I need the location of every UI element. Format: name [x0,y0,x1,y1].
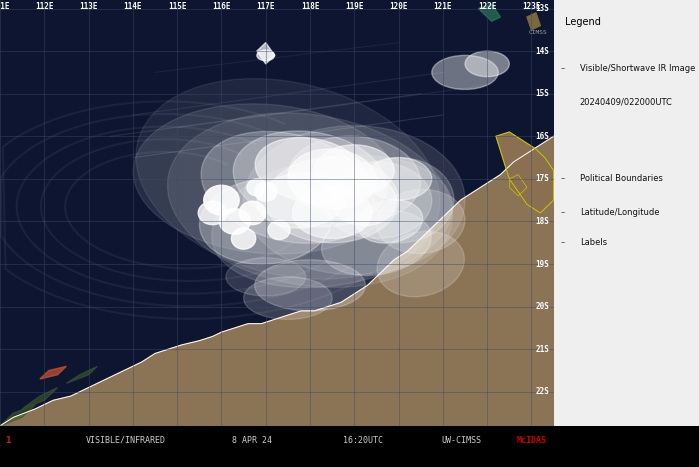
Text: 120E: 120E [389,2,408,11]
Ellipse shape [226,258,305,296]
Text: 21S: 21S [535,345,549,354]
Text: 20S: 20S [535,302,549,311]
Text: 122E: 122E [478,2,496,11]
Text: 111E: 111E [0,2,9,11]
Ellipse shape [266,157,398,243]
Ellipse shape [243,277,332,319]
Ellipse shape [465,51,510,77]
Text: 116E: 116E [212,2,231,11]
Text: –: – [561,238,565,247]
Ellipse shape [219,209,250,234]
Text: 16:20UTC: 16:20UTC [343,436,384,445]
Ellipse shape [268,220,290,240]
Ellipse shape [199,201,227,225]
Polygon shape [510,175,527,196]
Text: 113E: 113E [79,2,98,11]
Ellipse shape [233,131,387,227]
Ellipse shape [239,201,266,225]
Ellipse shape [315,145,394,196]
Text: 14S: 14S [535,47,549,56]
Ellipse shape [257,172,345,228]
Text: Latitude/Longitude: Latitude/Longitude [579,208,659,218]
Ellipse shape [168,113,453,287]
Polygon shape [40,366,66,379]
Text: Visible/Shortwave IR Image: Visible/Shortwave IR Image [579,64,695,73]
Polygon shape [478,4,500,21]
Ellipse shape [201,131,375,243]
Text: Labels: Labels [579,238,607,247]
Ellipse shape [322,210,431,276]
Text: Political Boundaries: Political Boundaries [579,174,663,184]
Text: 20240409/022000UTC: 20240409/022000UTC [579,98,672,107]
Ellipse shape [203,185,239,215]
Text: 123E: 123E [522,2,541,11]
Ellipse shape [243,126,465,275]
Ellipse shape [255,138,365,203]
Text: 119E: 119E [345,2,363,11]
Text: 8 APR 24: 8 APR 24 [231,436,272,445]
Ellipse shape [356,200,423,243]
Text: Legend: Legend [565,17,601,27]
Text: McIDAS: McIDAS [517,436,546,445]
Text: 114E: 114E [124,2,142,11]
Text: 22S: 22S [535,387,549,396]
Text: UW-CIMSS: UW-CIMSS [441,436,482,445]
Ellipse shape [212,156,453,288]
Text: 18S: 18S [535,217,549,226]
Ellipse shape [321,162,432,239]
Polygon shape [0,404,36,426]
Text: 16S: 16S [535,132,549,141]
Text: 121E: 121E [433,2,452,11]
Text: 15S: 15S [535,89,549,98]
Text: 13S: 13S [535,4,549,13]
Ellipse shape [288,149,376,209]
Ellipse shape [292,187,372,239]
Text: 1: 1 [6,436,11,445]
Ellipse shape [377,190,465,254]
Ellipse shape [377,231,464,297]
Ellipse shape [254,182,277,201]
Text: –: – [561,64,565,73]
Polygon shape [0,136,554,426]
Ellipse shape [254,260,366,311]
Text: 19S: 19S [535,260,549,269]
Text: VISIBLE/INFRARED: VISIBLE/INFRARED [86,436,166,445]
Text: 17S: 17S [535,174,549,184]
Ellipse shape [366,157,432,200]
Polygon shape [527,13,540,30]
Text: 112E: 112E [35,2,54,11]
Ellipse shape [343,157,454,243]
Text: –: – [561,174,565,184]
Ellipse shape [257,50,275,61]
Ellipse shape [136,78,440,279]
Ellipse shape [288,136,421,222]
Ellipse shape [199,179,332,264]
Polygon shape [22,388,57,409]
Polygon shape [257,42,275,64]
Ellipse shape [134,104,398,254]
Ellipse shape [247,179,267,196]
Polygon shape [66,366,97,383]
Polygon shape [496,132,554,213]
Text: 118E: 118E [301,2,319,11]
Ellipse shape [231,228,256,249]
Ellipse shape [330,175,396,226]
Text: –: – [561,208,565,218]
Text: 115E: 115E [168,2,187,11]
Ellipse shape [432,56,498,90]
Text: 117E: 117E [257,2,275,11]
Text: CIMSS: CIMSS [528,30,547,35]
